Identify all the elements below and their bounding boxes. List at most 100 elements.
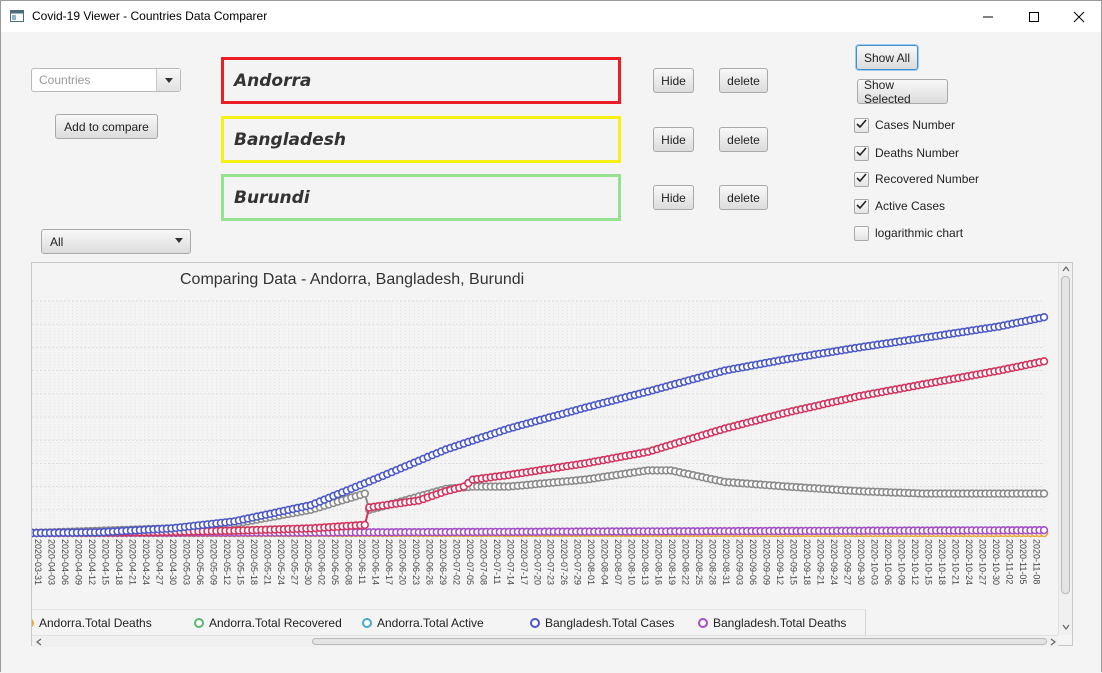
filter-combo-value: All (50, 235, 63, 249)
check-icon (856, 118, 867, 132)
x-tick-label: 2020-10-18 (937, 539, 947, 585)
checkbox-cases-number[interactable]: Cases Number (854, 117, 955, 133)
hide-burundi-button[interactable]: Hide (653, 185, 694, 210)
data-point (1041, 314, 1048, 321)
x-tick-label: 2020-07-11 (492, 539, 502, 584)
vertical-scrollbar[interactable] (1058, 263, 1072, 635)
x-tick-label: 2020-05-21 (262, 539, 272, 585)
legend-symbol (32, 618, 34, 628)
country-name: Andorra (234, 71, 311, 91)
hide-bangladesh-button[interactable]: Hide (653, 127, 694, 152)
checkbox-box[interactable] (854, 226, 869, 241)
show-all-button[interactable]: Show All (856, 45, 918, 70)
vertical-scroll-thumb[interactable] (1061, 276, 1070, 594)
country-name: Bangladesh (234, 130, 346, 150)
legend-symbol (530, 618, 540, 628)
add-to-compare-button[interactable]: Add to compare (55, 114, 158, 139)
app-window-icon (10, 10, 24, 22)
delete-bangladesh-button[interactable]: delete (719, 127, 768, 152)
data-point (361, 522, 368, 529)
chart-scroll-pane: Comparing Data - Andorra, Bangladesh, Bu… (31, 262, 1073, 646)
x-tick-label: 2020-06-23 (411, 539, 421, 585)
x-tick-label: 2020-10-06 (883, 539, 893, 585)
checkbox-box[interactable] (854, 146, 869, 161)
x-tick-label: 2020-09-30 (856, 539, 866, 585)
x-tick-label: 2020-05-30 (303, 539, 313, 585)
x-tick-label: 2020-06-14 (370, 539, 380, 585)
x-tick-label: 2020-09-12 (775, 539, 785, 585)
x-tick-label: 2020-06-11 (357, 539, 367, 584)
chevron-up-icon (1062, 265, 1070, 273)
countries-combo[interactable]: Countries (31, 68, 181, 92)
x-tick-label: 2020-09-09 (762, 539, 772, 585)
x-tick-label: 2020-07-08 (478, 539, 488, 585)
close-button[interactable] (1056, 1, 1102, 32)
x-tick-label: 2020-09-06 (748, 539, 758, 585)
maximize-icon (1028, 11, 1040, 23)
legend-symbol (194, 618, 204, 628)
x-tick-label: 2020-09-21 (816, 539, 826, 585)
chevron-down-icon (165, 78, 173, 83)
x-tick-label: 2020-08-25 (694, 539, 704, 585)
x-tick-label: 2020-07-20 (532, 539, 542, 585)
checkbox-box[interactable] (854, 118, 869, 133)
x-tick-label: 2020-04-30 (168, 539, 178, 585)
chevron-left-icon (35, 638, 43, 646)
delete-burundi-button[interactable]: delete (719, 185, 768, 210)
maximize-button[interactable] (1011, 1, 1057, 32)
x-tick-label: 2020-08-28 (708, 539, 718, 585)
x-tick-label: 2020-04-15 (100, 539, 110, 585)
delete-andorra-button[interactable]: delete (719, 68, 768, 93)
x-tick-label: 2020-04-27 (154, 539, 164, 585)
checkbox-box[interactable] (854, 199, 869, 214)
checkbox-box[interactable] (854, 172, 869, 187)
x-tick-label: 2020-11-02 (1005, 539, 1015, 584)
checkbox-label: logarithmic chart (875, 226, 963, 240)
x-tick-label: 2020-09-27 (843, 539, 853, 585)
checkbox-deaths-number[interactable]: Deaths Number (854, 145, 959, 161)
hide-andorra-button[interactable]: Hide (653, 68, 694, 93)
checkbox-label: Deaths Number (875, 146, 959, 160)
horizontal-scrollbar[interactable] (32, 635, 1058, 647)
check-icon (856, 172, 867, 186)
data-point (1041, 490, 1048, 497)
checkbox-active-cases[interactable]: Active Cases (854, 198, 945, 214)
x-tick-label: 2020-09-18 (802, 539, 812, 585)
checkbox-label: Cases Number (875, 118, 955, 132)
x-tick-label: 2020-05-03 (181, 539, 191, 585)
x-tick-label: 2020-07-05 (465, 539, 475, 585)
x-tick-label: 2020-05-18 (249, 539, 259, 585)
x-tick-label: 2020-10-12 (910, 539, 920, 585)
country-box-andorra: Andorra (221, 57, 621, 104)
x-tick-label: 2020-04-18 (114, 539, 124, 585)
minimize-icon (982, 11, 994, 23)
x-tick-label: 2020-09-15 (789, 539, 799, 585)
combo-arrow-button[interactable] (156, 69, 180, 91)
x-tick-label: 2020-08-01 (586, 539, 596, 585)
legend-item: Andorra.Total Deaths (32, 616, 152, 630)
legend-label: Bangladesh.Total Deaths (713, 616, 846, 630)
filter-combo[interactable]: All (41, 229, 191, 254)
minimize-button[interactable] (965, 1, 1011, 32)
checkbox-recovered-number[interactable]: Recovered Number (854, 171, 979, 187)
x-tick-label: 2020-08-19 (667, 539, 677, 585)
x-tick-label: 2020-10-21 (951, 539, 961, 585)
country-box-burundi: Burundi (221, 174, 621, 221)
x-tick-label: 2020-10-09 (897, 539, 907, 585)
horizontal-scroll-thumb[interactable] (312, 638, 1047, 645)
x-tick-label: 2020-08-22 (681, 539, 691, 585)
x-tick-label: 2020-10-27 (978, 539, 988, 585)
x-tick-label: 2020-07-26 (559, 539, 569, 585)
show-selected-button[interactable]: Show Selected (857, 79, 948, 104)
x-tick-label: 2020-07-14 (505, 539, 515, 585)
data-point (1041, 527, 1048, 534)
checkbox-logarithmic-chart[interactable]: logarithmic chart (854, 225, 963, 241)
country-name: Burundi (234, 188, 310, 208)
x-tick-label: 2020-06-05 (330, 539, 340, 585)
x-tick-label: 2020-06-02 (316, 539, 326, 585)
x-tick-label: 2020-05-24 (276, 539, 286, 585)
x-tick-label: 2020-07-29 (573, 539, 583, 585)
